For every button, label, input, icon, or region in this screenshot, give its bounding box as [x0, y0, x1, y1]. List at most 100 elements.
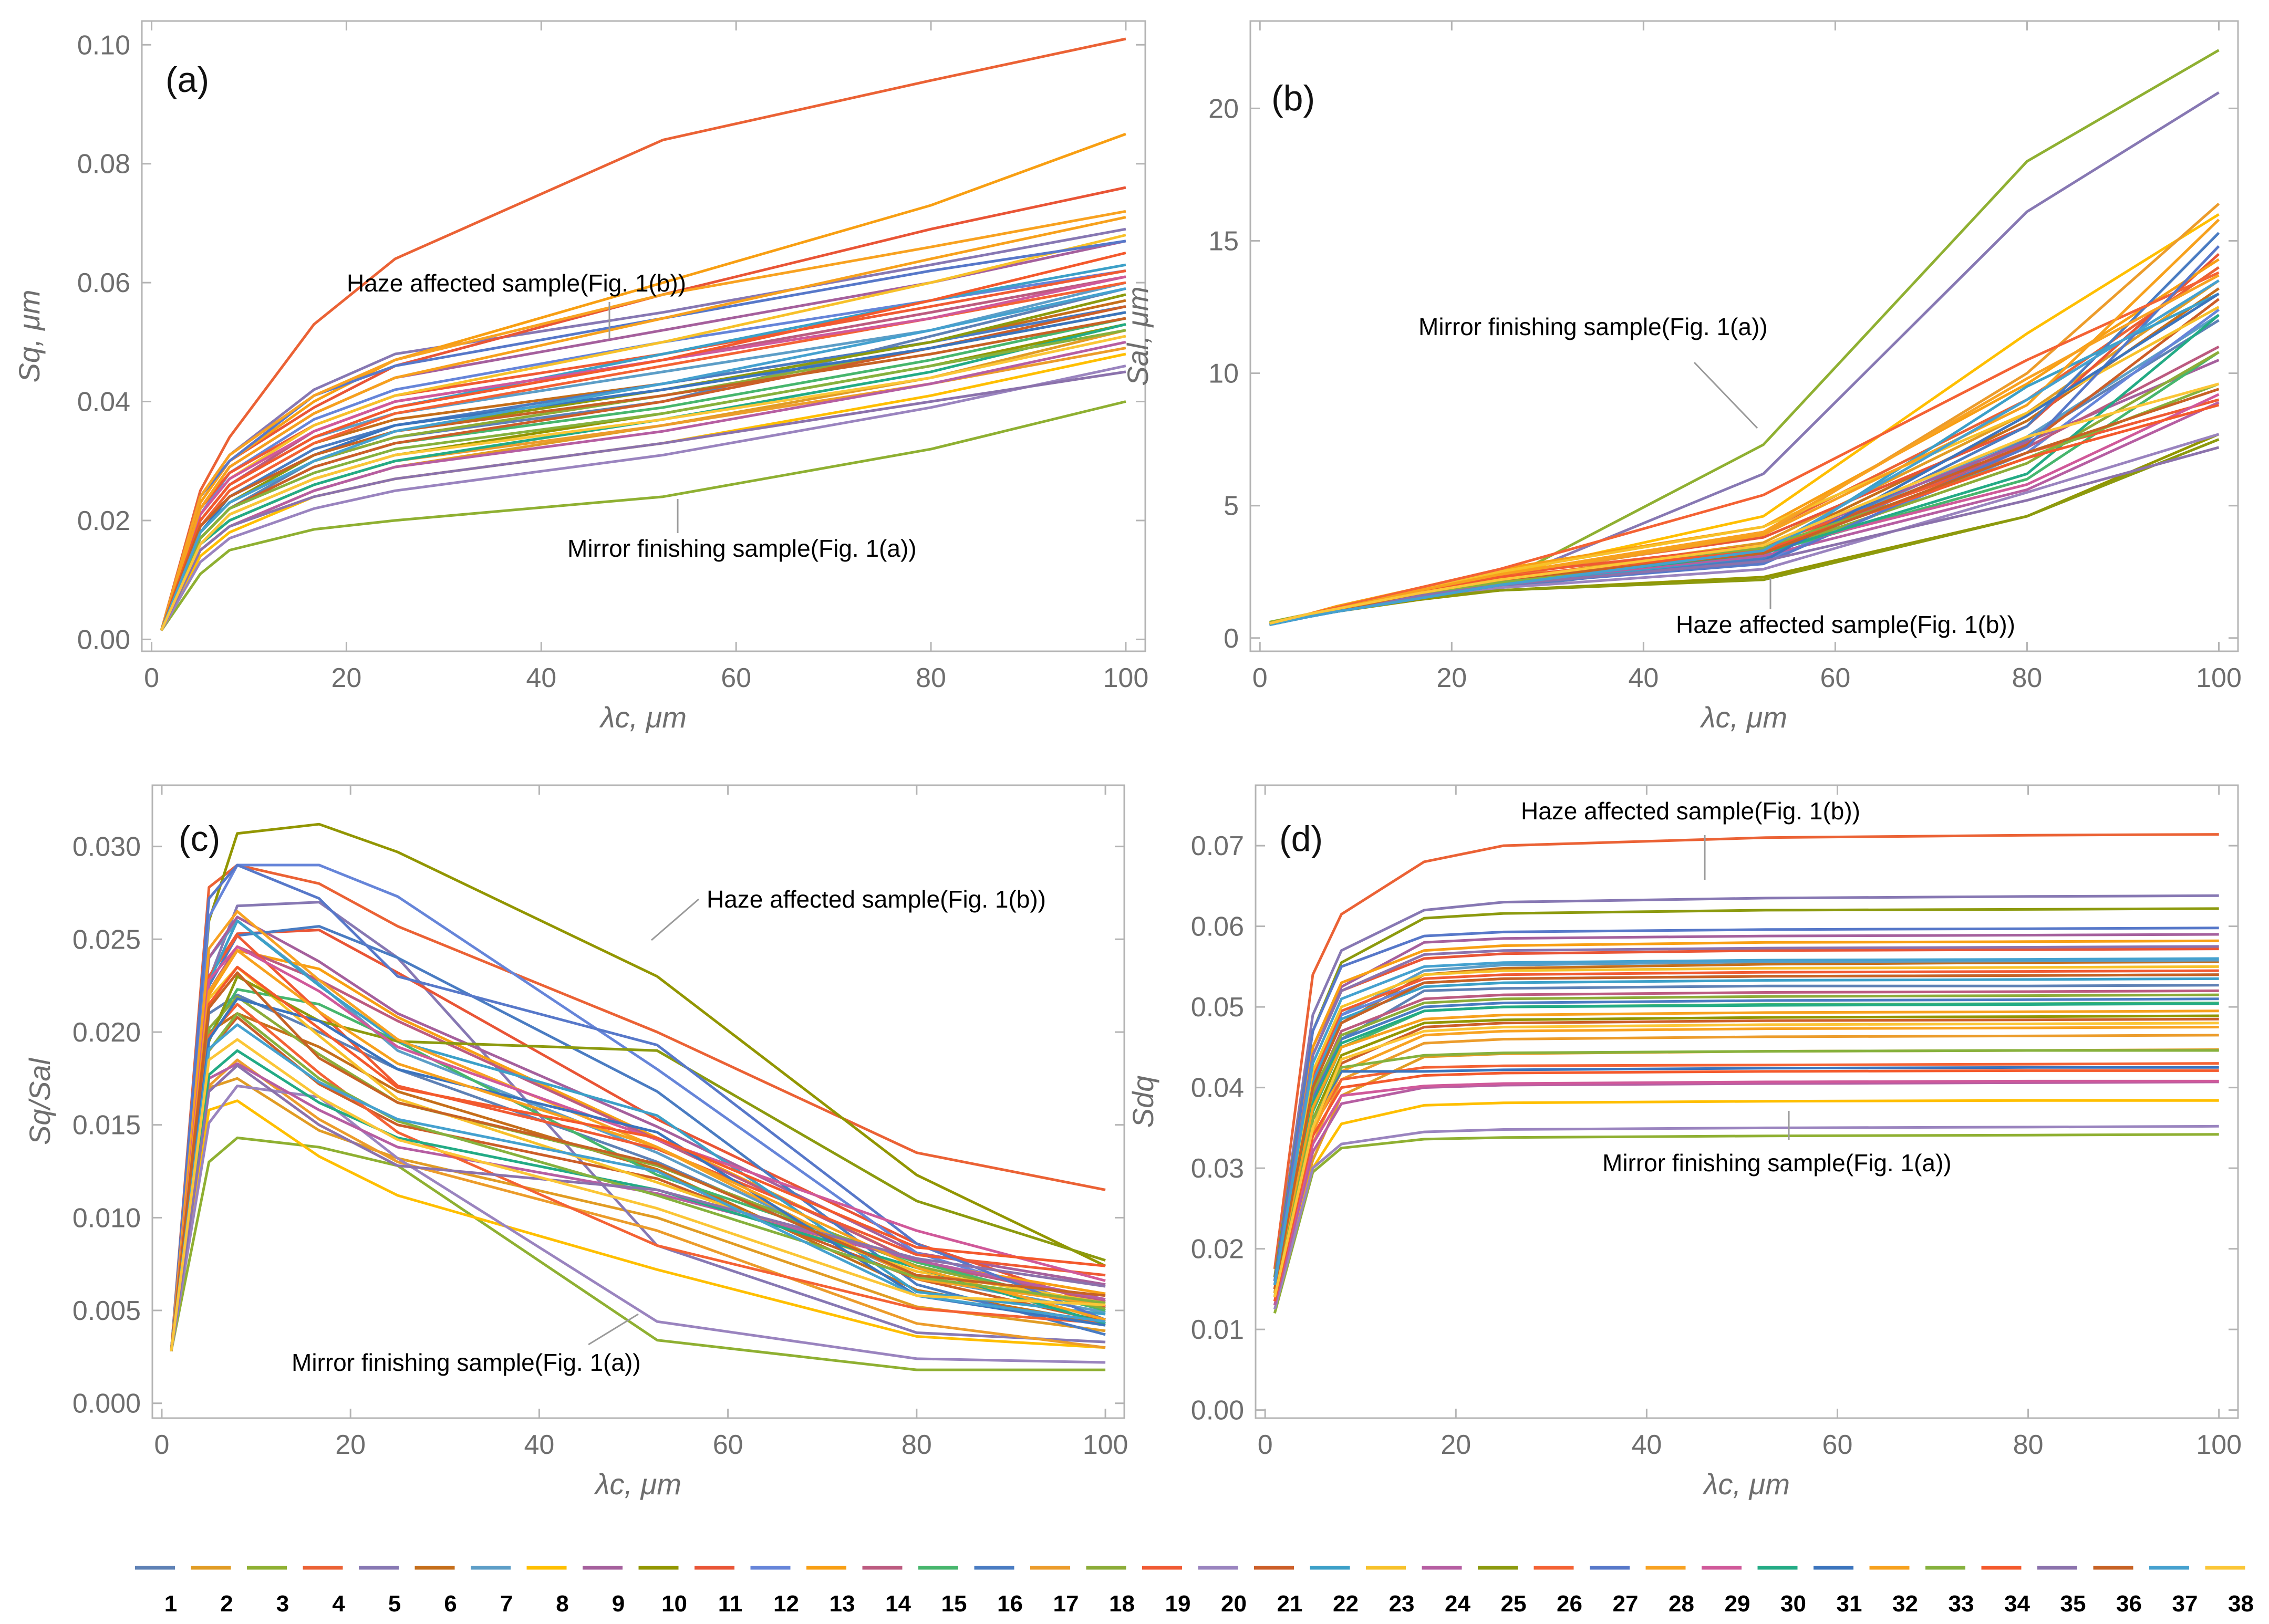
- legend-label: 25: [1501, 1591, 1527, 1617]
- y-tick-label: 0.000: [72, 1389, 141, 1419]
- y-tick-label: 20: [1208, 93, 1239, 124]
- annotation-leader: [1693, 361, 1758, 429]
- y-tick-label: 0.04: [77, 387, 130, 418]
- x-tick-label: 80: [2013, 1430, 2044, 1460]
- legend-label: 36: [2116, 1591, 2142, 1617]
- series-line-27: [1273, 926, 2219, 1282]
- annotation-text: Haze affected sample(Fig. 1(b)): [1521, 797, 1860, 825]
- legend-label: 12: [773, 1591, 799, 1617]
- y-tick-label: 0: [1224, 623, 1239, 654]
- x-axis-title: λc, μm: [1700, 701, 1787, 734]
- legend-label: 5: [388, 1591, 401, 1617]
- legend-label: 22: [1333, 1591, 1359, 1617]
- legend-label: 1: [164, 1591, 177, 1617]
- x-tick-label: 40: [1628, 663, 1659, 693]
- legend-label: 10: [661, 1591, 687, 1617]
- y-tick-label: 0.08: [77, 149, 130, 180]
- series-line-33: [160, 329, 1126, 631]
- annotation-text: Haze affected sample(Fig. 1(b)): [347, 269, 686, 297]
- series-line-35: [1273, 945, 2219, 1286]
- legend-label: 11: [718, 1591, 743, 1617]
- x-tick-label: 20: [1436, 663, 1467, 693]
- x-tick-label: 40: [1631, 1430, 1662, 1460]
- x-tick-label: 40: [526, 663, 556, 693]
- x-tick-label: 0: [144, 663, 159, 693]
- series-line-38: [160, 335, 1126, 631]
- annotation-text: Mirror finishing sample(Fig. 1(a)): [1602, 1149, 1952, 1177]
- legend-label: 2: [220, 1591, 233, 1617]
- y-tick-label: 0.00: [77, 624, 130, 655]
- series-line-17: [1273, 1034, 2219, 1302]
- x-tick-label: 100: [2196, 663, 2242, 693]
- y-tick-label: 0.03: [1191, 1153, 1244, 1184]
- series-line-8: [1273, 1099, 2219, 1302]
- legend-label: 16: [997, 1591, 1023, 1617]
- y-tick-label: 5: [1224, 491, 1239, 522]
- legend-label: 20: [1221, 1591, 1247, 1617]
- legend-label: 15: [941, 1591, 967, 1617]
- series-group: [170, 823, 1106, 1371]
- series-line-29: [1273, 1079, 2219, 1302]
- panel-label: (c): [179, 819, 220, 859]
- x-tick-label: 80: [2012, 663, 2043, 693]
- series-line-32: [160, 216, 1126, 631]
- y-tick-label: 0.05: [1191, 992, 1244, 1023]
- annotation-text: Haze affected sample(Fig. 1(b)): [1676, 611, 2015, 638]
- legend-label: 29: [1725, 1591, 1750, 1617]
- x-tick-label: 60: [721, 663, 751, 693]
- x-axis-title: λc, μm: [594, 1467, 681, 1501]
- series-line-37: [1273, 957, 2219, 1286]
- x-tick-label: 60: [1820, 663, 1850, 693]
- x-tick-label: 80: [902, 1430, 932, 1460]
- series-line-35: [160, 370, 1126, 631]
- series-line-37: [160, 287, 1126, 631]
- series-line-29: [160, 275, 1126, 631]
- y-tick-label: 0.06: [1191, 912, 1244, 942]
- series-line-24: [170, 1062, 1106, 1352]
- legend-label: 9: [612, 1591, 625, 1617]
- x-tick-label: 60: [1822, 1430, 1853, 1460]
- series-line-3: [1273, 1133, 2219, 1314]
- y-tick-label: 0.10: [77, 30, 130, 60]
- legend-label: 4: [332, 1591, 345, 1617]
- series-line-32: [1273, 1009, 2219, 1294]
- series-line-20: [1273, 1125, 2219, 1310]
- x-tick-label: 100: [1083, 1430, 1128, 1460]
- series-line-28: [1273, 1026, 2219, 1298]
- y-tick-label: 0.005: [72, 1296, 141, 1326]
- y-axis-title: Sq, μm: [13, 290, 46, 383]
- x-axis-title: λc, μm: [599, 701, 687, 734]
- legend-label: 14: [885, 1591, 911, 1617]
- legend-label: 8: [556, 1591, 568, 1617]
- legend-label: 27: [1613, 1591, 1639, 1617]
- panel-label: (d): [1279, 819, 1323, 859]
- series-line-37: [170, 1023, 1106, 1352]
- y-axis-title: Sdq: [1126, 1076, 1159, 1128]
- chart-panel-d: 0 20 40 60 80 100 0.00 0.01 0.02 0.03 0.04 0.05 0.06…: [1126, 784, 2242, 1501]
- series-line-8: [170, 1099, 1106, 1352]
- y-tick-label: 0.01: [1191, 1315, 1244, 1345]
- legend-label: 19: [1165, 1591, 1191, 1617]
- series-line-34: [160, 252, 1126, 631]
- y-tick-label: 0.02: [1191, 1234, 1244, 1265]
- series-line-3: [160, 400, 1126, 631]
- y-tick-label: 0.030: [72, 832, 141, 862]
- series-line-19: [1273, 969, 2219, 1289]
- x-tick-label: 80: [916, 663, 946, 693]
- x-tick-label: 20: [1441, 1430, 1471, 1460]
- y-tick-label: 0.010: [72, 1203, 141, 1233]
- chart-panel-c: 0 20 40 60 80 100 0.000 0.005 0.010 0.015 0.020 0.0…: [23, 784, 1128, 1501]
- y-tick-label: 0.04: [1191, 1073, 1244, 1104]
- series-line-31: [170, 997, 1106, 1352]
- legend-label: 6: [444, 1591, 457, 1617]
- series-line-35: [170, 1064, 1106, 1352]
- series-line-5: [1273, 894, 2219, 1277]
- series-line-30: [1273, 1002, 2219, 1294]
- series-line-36: [1273, 973, 2219, 1289]
- annotation-text: Mirror finishing sample(Fig. 1(a)): [292, 1349, 641, 1376]
- series-line-4: [160, 37, 1126, 631]
- series-line-18: [1273, 993, 2219, 1294]
- y-tick-label: 0.07: [1191, 831, 1244, 861]
- series-line-34: [170, 965, 1106, 1352]
